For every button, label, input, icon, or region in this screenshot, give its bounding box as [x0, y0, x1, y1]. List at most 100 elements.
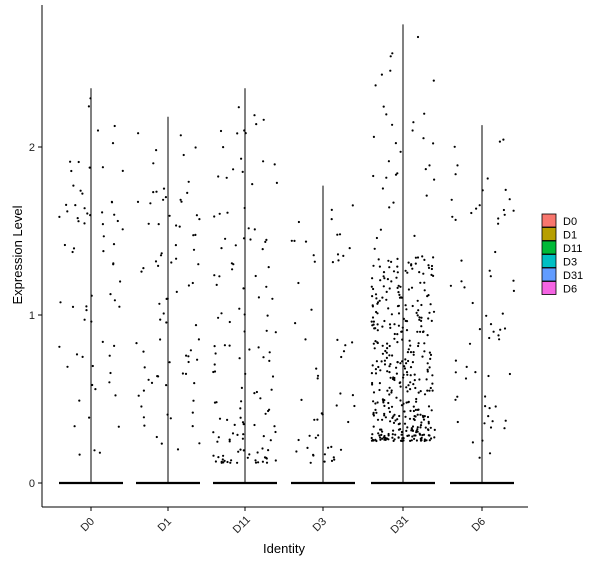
data-point	[432, 142, 435, 145]
data-point	[69, 160, 72, 163]
data-point	[427, 266, 431, 269]
data-point	[397, 291, 400, 294]
data-point	[407, 348, 410, 351]
data-point	[168, 361, 171, 364]
data-point	[460, 259, 463, 262]
data-point	[228, 344, 231, 347]
data-point	[198, 442, 201, 445]
data-point	[494, 405, 497, 408]
data-point	[388, 365, 391, 368]
data-point	[428, 311, 431, 314]
data-point	[269, 439, 272, 442]
data-point	[379, 228, 382, 231]
data-point	[416, 428, 419, 431]
data-point	[179, 198, 182, 201]
data-point	[400, 439, 403, 442]
data-point	[426, 334, 429, 337]
data-point	[244, 372, 247, 375]
data-point	[422, 433, 426, 436]
legend-label-d6: D6	[563, 284, 577, 296]
data-point	[192, 234, 195, 237]
data-point	[254, 459, 257, 462]
data-point	[375, 310, 378, 314]
data-point	[417, 391, 420, 394]
data-point	[426, 368, 429, 371]
data-point	[213, 401, 217, 404]
data-point	[101, 223, 104, 226]
data-point	[431, 389, 434, 392]
data-point	[81, 192, 84, 195]
data-point	[262, 356, 265, 359]
data-point	[406, 434, 409, 437]
data-point	[410, 429, 413, 432]
data-point	[189, 349, 192, 352]
data-point	[386, 347, 389, 350]
data-point	[270, 388, 273, 391]
data-point	[401, 338, 404, 341]
data-point	[174, 244, 177, 247]
data-point	[339, 448, 343, 451]
data-point	[454, 218, 457, 221]
data-point	[179, 134, 182, 137]
data-point	[142, 350, 145, 353]
data-point	[372, 391, 376, 394]
data-point	[383, 359, 386, 362]
data-point	[391, 354, 394, 357]
data-point	[489, 275, 492, 278]
data-point	[406, 351, 409, 354]
data-point	[503, 213, 506, 216]
data-point	[383, 414, 386, 417]
data-point	[382, 271, 386, 274]
data-point	[77, 160, 80, 164]
data-point	[379, 369, 382, 372]
data-point	[192, 399, 195, 402]
data-point	[392, 421, 396, 424]
data-point	[295, 450, 298, 453]
data-point	[406, 390, 409, 393]
data-point	[142, 416, 145, 419]
data-point	[409, 409, 412, 412]
data-point	[413, 234, 416, 237]
data-point	[407, 288, 410, 291]
data-point	[313, 260, 316, 263]
data-point	[217, 175, 220, 178]
data-point	[433, 178, 436, 181]
data-point	[215, 283, 218, 286]
data-point	[449, 284, 452, 287]
data-point	[395, 276, 398, 279]
data-point	[392, 270, 396, 273]
data-point	[393, 332, 396, 336]
data-point	[256, 451, 259, 454]
data-point	[400, 430, 403, 434]
data-point	[381, 325, 384, 328]
data-point	[265, 285, 268, 288]
data-point	[237, 106, 240, 109]
data-point	[387, 160, 390, 163]
data-point	[226, 211, 229, 214]
data-point	[420, 325, 423, 328]
data-point	[404, 415, 407, 418]
data-point	[416, 330, 419, 333]
data-point	[454, 398, 457, 401]
data-point	[425, 439, 428, 442]
x-axis-title: Identity	[263, 541, 305, 556]
data-point	[416, 426, 419, 429]
data-point	[388, 386, 391, 389]
data-point	[93, 449, 96, 452]
data-point	[158, 302, 161, 305]
data-point	[152, 191, 155, 194]
data-point	[339, 392, 342, 395]
data-point	[512, 289, 516, 292]
data-point	[264, 240, 267, 243]
data-point	[411, 361, 414, 364]
data-point	[419, 390, 422, 393]
data-point	[412, 405, 415, 408]
data-point	[220, 460, 223, 463]
data-point	[236, 461, 239, 464]
data-point	[484, 395, 487, 398]
data-point	[220, 247, 223, 250]
data-point	[297, 438, 300, 442]
data-point	[240, 157, 243, 160]
data-point	[335, 404, 338, 407]
data-point	[453, 145, 456, 148]
